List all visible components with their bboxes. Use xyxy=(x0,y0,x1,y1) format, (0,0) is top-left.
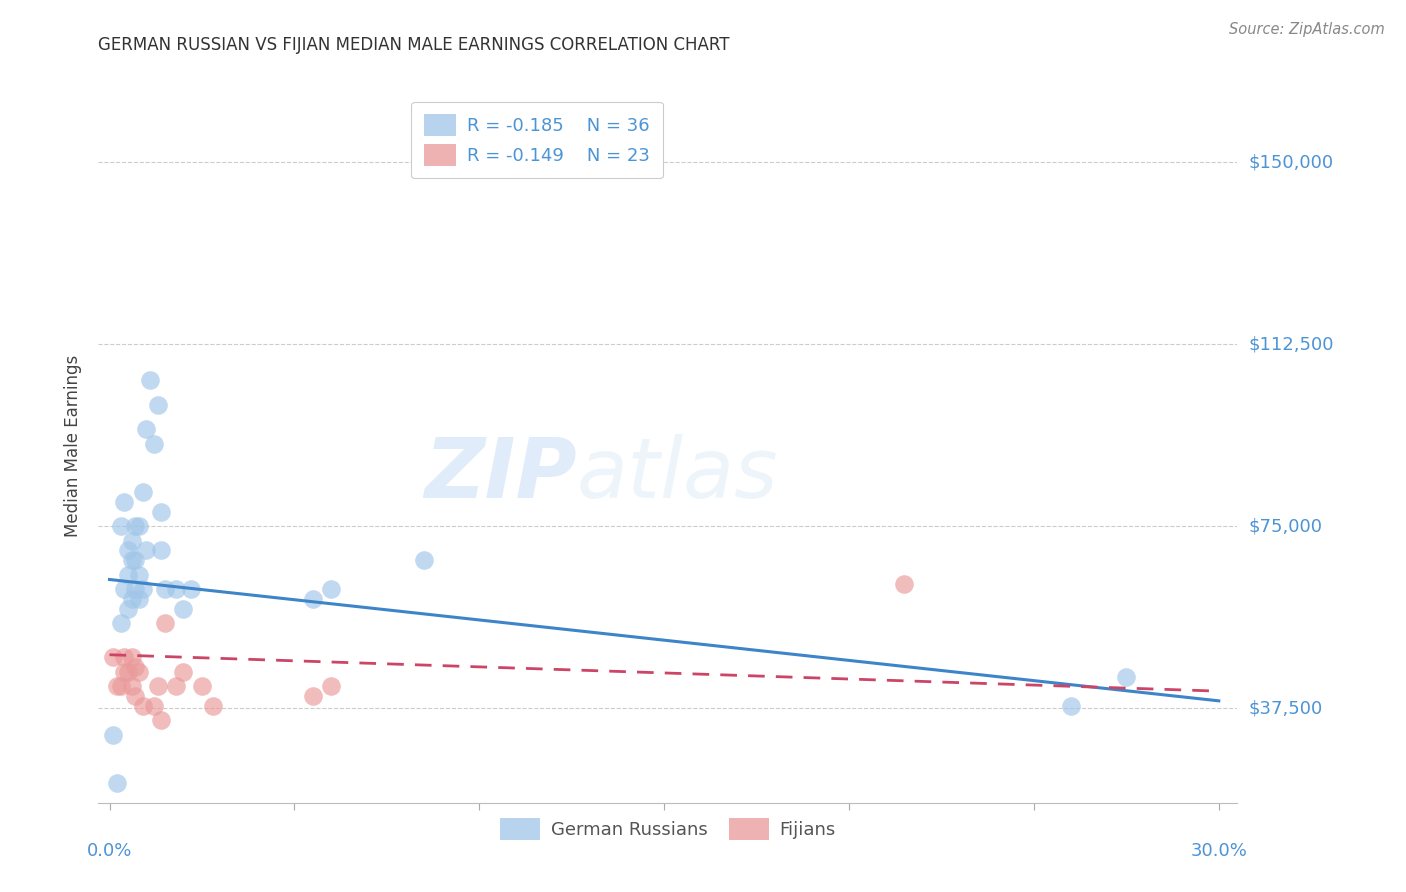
Point xyxy=(124,519,146,533)
Text: ZIP: ZIP xyxy=(425,434,576,515)
Point xyxy=(172,665,194,679)
Point xyxy=(150,713,173,727)
Legend: German Russians, Fijians: German Russians, Fijians xyxy=(492,811,844,847)
Point xyxy=(121,533,143,548)
Point xyxy=(132,698,155,713)
Point xyxy=(112,582,135,597)
Text: $37,500: $37,500 xyxy=(1249,699,1323,717)
Point xyxy=(321,582,343,597)
Point xyxy=(128,591,150,606)
Point xyxy=(135,422,157,436)
Text: 0.0%: 0.0% xyxy=(87,842,132,860)
Point xyxy=(202,698,225,713)
Point xyxy=(146,398,169,412)
Text: Source: ZipAtlas.com: Source: ZipAtlas.com xyxy=(1229,22,1385,37)
Point xyxy=(110,519,132,533)
Point xyxy=(117,567,139,582)
Point xyxy=(124,660,146,674)
Point xyxy=(150,543,173,558)
Point xyxy=(103,728,125,742)
Point xyxy=(105,776,128,790)
Point xyxy=(1115,670,1137,684)
Point xyxy=(124,689,146,703)
Point xyxy=(124,582,146,597)
Point xyxy=(121,650,143,665)
Text: GERMAN RUSSIAN VS FIJIAN MEDIAN MALE EARNINGS CORRELATION CHART: GERMAN RUSSIAN VS FIJIAN MEDIAN MALE EAR… xyxy=(98,36,730,54)
Point xyxy=(412,553,434,567)
Point xyxy=(165,582,187,597)
Point xyxy=(121,591,143,606)
Point xyxy=(121,679,143,693)
Point xyxy=(153,616,176,631)
Point xyxy=(1060,698,1083,713)
Point xyxy=(112,495,135,509)
Text: $112,500: $112,500 xyxy=(1249,335,1334,353)
Point xyxy=(153,582,176,597)
Point xyxy=(124,553,146,567)
Point xyxy=(112,665,135,679)
Point xyxy=(117,665,139,679)
Point xyxy=(132,582,155,597)
Point xyxy=(172,601,194,615)
Point xyxy=(321,679,343,693)
Point xyxy=(132,485,155,500)
Point xyxy=(142,436,165,450)
Point xyxy=(893,577,915,591)
Point xyxy=(128,567,150,582)
Point xyxy=(180,582,202,597)
Point xyxy=(146,679,169,693)
Point xyxy=(302,591,325,606)
Point xyxy=(105,679,128,693)
Text: atlas: atlas xyxy=(576,434,779,515)
Point xyxy=(135,543,157,558)
Text: $150,000: $150,000 xyxy=(1249,153,1333,171)
Point xyxy=(117,543,139,558)
Y-axis label: Median Male Earnings: Median Male Earnings xyxy=(65,355,83,537)
Point xyxy=(302,689,325,703)
Point xyxy=(142,698,165,713)
Point xyxy=(150,504,173,518)
Point xyxy=(103,650,125,665)
Point xyxy=(110,616,132,631)
Point xyxy=(191,679,214,693)
Text: $75,000: $75,000 xyxy=(1249,517,1323,535)
Point xyxy=(128,665,150,679)
Point xyxy=(117,601,139,615)
Point xyxy=(112,650,135,665)
Point xyxy=(139,374,162,388)
Point xyxy=(110,679,132,693)
Text: 30.0%: 30.0% xyxy=(1191,842,1247,860)
Point xyxy=(128,519,150,533)
Point xyxy=(121,553,143,567)
Point xyxy=(165,679,187,693)
